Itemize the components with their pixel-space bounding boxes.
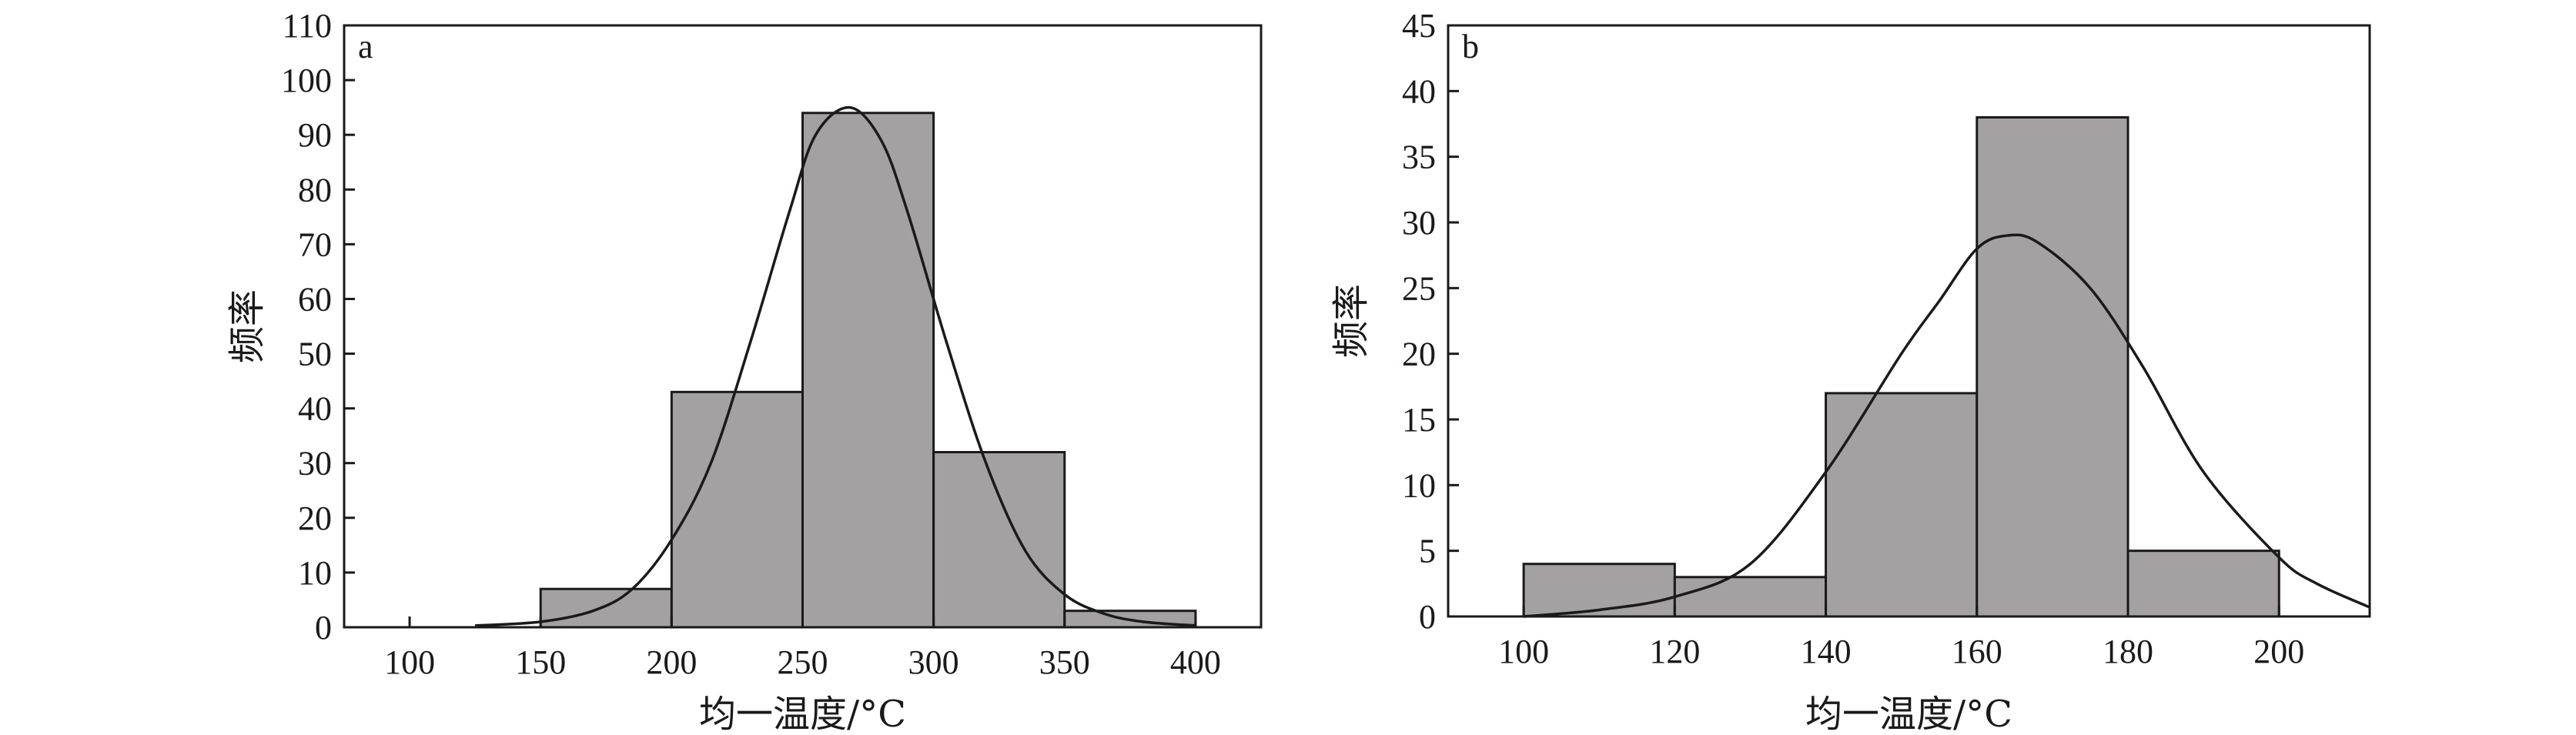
y-tick-label: 110 xyxy=(283,7,332,45)
y-tick-label: 40 xyxy=(298,390,332,428)
y-axis-ticks-b: 0 5 10 15 20 25 30 35 40 45 xyxy=(1402,7,1459,636)
y-tick-label: 20 xyxy=(298,499,332,537)
y-tick-label: 70 xyxy=(298,226,332,263)
y-tick-label: 0 xyxy=(315,609,332,646)
y-tick-label: 5 xyxy=(1419,533,1436,570)
x-tick-label: 350 xyxy=(1039,643,1090,681)
y-tick-label: 35 xyxy=(1402,139,1436,176)
y-tick-label: 15 xyxy=(1402,401,1436,439)
x-tick-label: 400 xyxy=(1170,643,1221,681)
y-axis-ticks-a: 0 10 20 30 40 50 60 70 80 90 100 110 xyxy=(281,7,355,646)
chart-panel-a: 100 150 200 250 300 350 400 0 10 20 30 40 50 60 70 80 9… xyxy=(226,7,1263,735)
histogram-bar-a-2 xyxy=(801,112,935,629)
histogram-bar-b-2 xyxy=(1825,392,1979,618)
y-axis-title-b: 频率 xyxy=(1330,284,1373,358)
histogram-bar-b-1 xyxy=(1673,576,1828,618)
y-tick-label: 50 xyxy=(298,336,332,373)
histogram-bar-b-4 xyxy=(2126,550,2280,618)
y-tick-label: 10 xyxy=(298,554,332,592)
histogram-bar-b-3 xyxy=(1975,115,2129,618)
y-tick-label: 100 xyxy=(281,62,332,99)
x-axis-ticks-a: 100 150 200 250 300 350 400 xyxy=(384,616,1221,681)
x-tick-label: 120 xyxy=(1649,633,1700,670)
y-tick-label: 20 xyxy=(1402,336,1436,373)
panel-label-b: b xyxy=(1462,28,1479,65)
x-axis-title-b: 均一温度/°C xyxy=(1805,693,2012,735)
x-tick-label: 160 xyxy=(1952,633,2002,670)
y-tick-label: 80 xyxy=(298,171,332,209)
y-tick-label: 60 xyxy=(298,280,332,318)
y-tick-label: 30 xyxy=(1402,204,1436,242)
x-tick-label: 180 xyxy=(2103,633,2153,670)
y-axis-title-a: 频率 xyxy=(226,289,269,363)
panel-label-a: a xyxy=(358,28,373,65)
histogram-bar-b-0 xyxy=(1522,563,1676,618)
x-axis-ticks-b: 100 120 140 160 180 200 xyxy=(1498,606,2304,670)
y-tick-label: 40 xyxy=(1402,72,1436,110)
bars-a xyxy=(539,112,1197,629)
x-tick-label: 100 xyxy=(384,643,435,681)
y-tick-label: 0 xyxy=(1419,598,1436,636)
x-tick-label: 250 xyxy=(778,643,828,681)
y-tick-label: 45 xyxy=(1402,7,1436,45)
y-tick-label: 25 xyxy=(1402,269,1436,307)
histogram-bar-a-3 xyxy=(932,451,1066,629)
bars-b xyxy=(1522,115,2280,618)
normal-fit-curve-a xyxy=(475,105,1196,627)
normal-fit-curve-b xyxy=(1523,233,2370,618)
y-tick-label: 10 xyxy=(1402,466,1436,504)
x-tick-label: 300 xyxy=(908,643,959,681)
x-tick-label: 200 xyxy=(2253,633,2304,670)
y-tick-label: 30 xyxy=(298,445,332,483)
histogram-bar-a-1 xyxy=(670,390,804,629)
x-tick-label: 140 xyxy=(1801,633,1852,670)
x-tick-label: 150 xyxy=(515,643,566,681)
x-tick-label: 200 xyxy=(646,643,697,681)
x-tick-label: 100 xyxy=(1498,633,1549,670)
y-tick-label: 90 xyxy=(298,116,332,154)
x-axis-title-a: 均一温度/°C xyxy=(699,693,906,735)
histogram-bar-a-0 xyxy=(539,587,673,629)
